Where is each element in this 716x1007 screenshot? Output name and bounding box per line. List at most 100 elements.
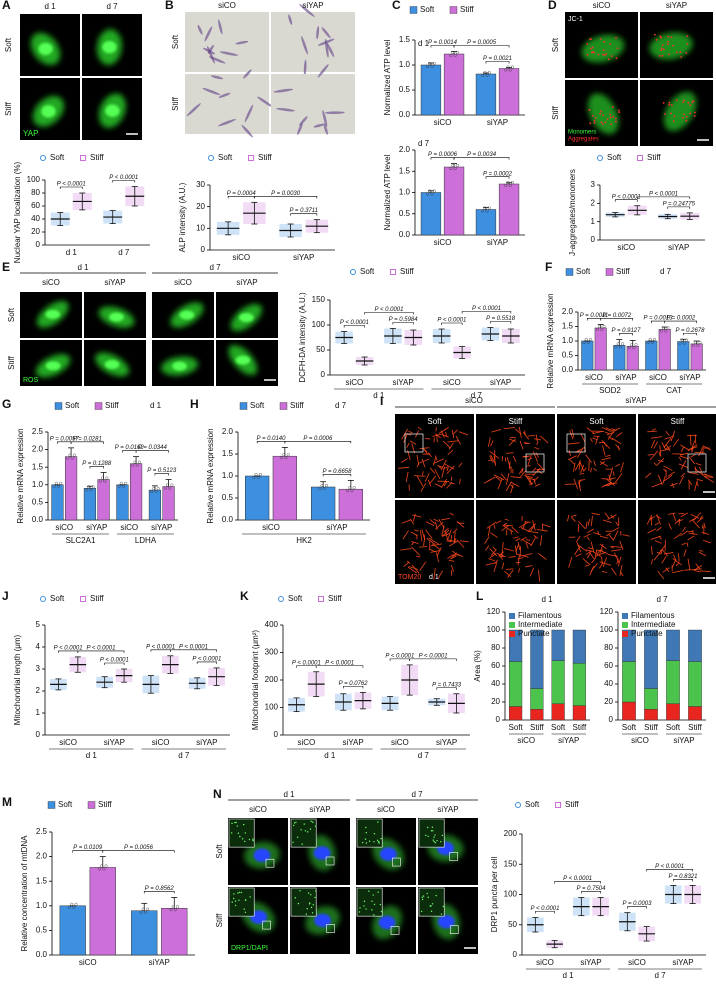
bar-segment: [666, 703, 680, 721]
mitochondrion: [608, 436, 614, 441]
micrograph: [185, 12, 269, 72]
aggregate: [660, 49, 663, 51]
mitochondrion: [500, 473, 508, 481]
mitochondrion: [501, 562, 505, 570]
mitochondrion: [587, 547, 594, 550]
mitochondrion: [696, 517, 704, 523]
mitochondrion: [457, 522, 465, 524]
mitochondrion: [578, 520, 586, 529]
mitochondrion: [680, 452, 689, 456]
mitochondrion: [428, 548, 437, 553]
y-tick-label: 0.5: [562, 351, 574, 360]
replicate-dot: [139, 910, 143, 914]
replicate-dot: [662, 326, 666, 330]
roi-box: [449, 925, 459, 934]
x-tick-label: siYAP: [490, 378, 511, 387]
replicate-dot: [85, 488, 89, 492]
replicate-dot: [156, 487, 160, 491]
mitochondrion: [526, 465, 531, 467]
significance-label: P < 0.0001: [375, 307, 404, 313]
replicate-dot: [100, 864, 104, 868]
aggregate: [593, 119, 596, 122]
significance-label: P < 0.0001: [531, 906, 560, 912]
bar: [64, 456, 78, 521]
roi-box: [687, 453, 707, 473]
mitochondrion: [691, 519, 700, 529]
significance-label: P = 0.0034: [467, 152, 497, 158]
significance-label: P < 0.0001: [419, 653, 448, 659]
puncta: [380, 837, 382, 840]
roi-box: [449, 852, 458, 861]
mitochondrion: [649, 450, 659, 461]
column-label: siYAP: [302, 1, 323, 10]
legend-marker: [40, 155, 46, 161]
day-label: d 7: [209, 263, 221, 272]
aggregate: [615, 120, 617, 123]
mitochondrion: [527, 435, 536, 437]
mitochondrion: [442, 533, 450, 537]
stained-cell: [273, 88, 294, 93]
y-tick-label: 1.5: [399, 166, 411, 175]
y-tick-label: 0: [321, 370, 326, 379]
mitochondrion: [504, 518, 509, 521]
significance-bracket: [453, 157, 510, 160]
aggregate: [592, 114, 594, 117]
bar: [131, 910, 158, 956]
nucleus: [45, 309, 61, 319]
mitochondrion: [450, 555, 457, 560]
mitochondrion: [441, 466, 446, 478]
replicate-dot: [682, 341, 686, 345]
y-axis-label: ALP intensity (A.U.): [178, 182, 187, 252]
mitochondrion: [445, 431, 448, 437]
significance-label: P = 0.0057: [50, 436, 80, 442]
puncta: [434, 842, 436, 844]
panel-letter: L: [476, 589, 483, 603]
mitochondrion: [659, 445, 662, 456]
mitochondrion: [647, 528, 657, 534]
replicate-dot: [453, 166, 457, 170]
bar-segment: [509, 629, 523, 662]
y-tick-label: 2.5: [32, 427, 44, 436]
y-tick-label: 100: [27, 175, 41, 184]
puncta: [235, 821, 237, 824]
mitochondrion: [605, 454, 611, 457]
inset: [418, 818, 445, 848]
replicate-dot: [504, 183, 508, 187]
significance-label: P = 0.0762: [339, 681, 369, 687]
significance-label: P = 0.5123: [147, 468, 177, 474]
nucleus: [314, 913, 331, 928]
y-tick-label: 1.0: [222, 471, 234, 480]
aggregate: [672, 120, 675, 123]
replicate-dot: [169, 908, 173, 912]
mitochondrion: [579, 479, 586, 481]
significance-bracket: [436, 687, 457, 690]
puncta: [296, 836, 299, 838]
mitochondrion: [456, 539, 465, 548]
puncta: [425, 834, 427, 837]
y-tick-label: 30: [196, 180, 205, 189]
mitochondrion: [436, 547, 442, 557]
puncta: [294, 897, 297, 899]
x-tick-label: Soft: [666, 723, 681, 732]
replicate-dot: [449, 54, 453, 58]
aggregate: [668, 101, 671, 104]
aggregate: [661, 54, 664, 57]
legend-swatch: [87, 801, 96, 809]
puncta: [365, 908, 367, 910]
aggregate: [686, 43, 689, 46]
mitochondrion: [490, 532, 498, 538]
mitochondrion: [698, 550, 704, 552]
micrograph: [638, 414, 716, 498]
mitochondrion: [672, 554, 677, 561]
mitochondrion: [489, 455, 494, 463]
aggregate: [611, 55, 613, 58]
y-tick-label: 20: [196, 202, 205, 211]
replicate-dot: [105, 476, 109, 480]
aggregate: [604, 121, 607, 124]
mitochondrion: [446, 467, 449, 472]
mitochondrion: [599, 461, 608, 467]
replicate-dot: [582, 341, 586, 345]
legend-label: Intermediate: [631, 620, 676, 629]
aggregate: [686, 35, 689, 38]
replicate-dot: [320, 484, 324, 488]
